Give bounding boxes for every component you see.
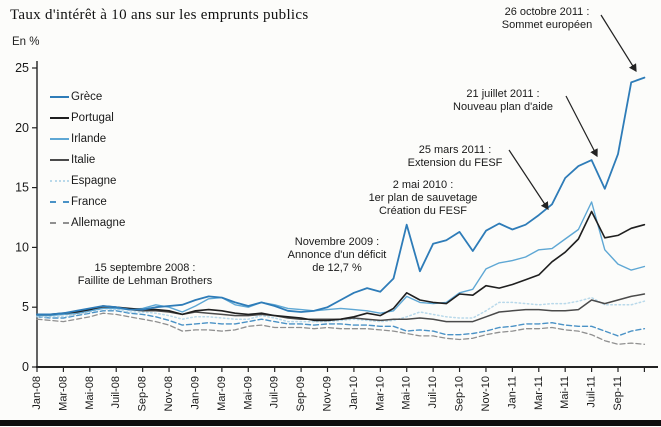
annotation-line: 15 septembre 2008 : — [94, 262, 196, 274]
annotation-line: Sommet européen — [501, 18, 593, 31]
legend-swatch-portugal — [50, 116, 69, 119]
arrow-extension-fesf — [508, 149, 549, 211]
series-line-grèce — [36, 76, 646, 316]
y-tick-label: 25 — [15, 61, 29, 75]
x-tick-label: Nov-10 — [480, 376, 492, 411]
series-line-allemagne — [36, 312, 646, 345]
x-tick-label: Juil-08 — [110, 376, 122, 408]
y-tick-label: 15 — [15, 181, 29, 195]
annotation-line: 1er plan de sauvetage — [368, 191, 478, 204]
series-line-espagne — [36, 296, 646, 323]
legend-label: Irlande — [71, 132, 107, 145]
annotation-line: Nouveau plan d'aide — [453, 100, 553, 113]
annotation-lehman: 15 septembre 2008 : Faillite de Lehman B… — [78, 262, 213, 288]
annotation-deficit: Novembre 2009 : Annonce d'un déficit de … — [288, 236, 387, 275]
y-axis-unit-label: En % — [12, 36, 40, 48]
x-tick-label: Mar-10 — [374, 376, 386, 411]
annotation-sommet: 26 octobre 2011 : Sommet européen — [502, 6, 593, 32]
x-tick-label: Mar-11 — [533, 376, 545, 410]
y-tick-label: 20 — [15, 121, 29, 135]
x-tick-label: Mai-11 — [559, 376, 571, 409]
arrow-nouveau-plan-aide — [565, 95, 598, 158]
x-tick-label: Juil-11 — [586, 376, 598, 408]
legend-swatch-italie — [50, 158, 69, 161]
x-tick-label: Jan-10 — [348, 376, 360, 410]
legend-swatch-france — [50, 200, 69, 203]
y-tick-label: 10 — [15, 240, 29, 254]
annotation-line: 26 octobre 2011 : — [504, 6, 590, 18]
legend-item-allemagne: Allemagne — [50, 212, 125, 233]
legend-item-grece: Grèce — [50, 86, 125, 107]
annotation-plan-aide: 21 juillet 2011 : Nouveau plan d'aide — [453, 88, 553, 114]
legend-swatch-grece — [50, 95, 69, 98]
legend-swatch-allemagne — [50, 221, 69, 224]
annotation-line: Annonce d'un déficit — [287, 248, 387, 261]
legend-item-espagne: Espagne — [50, 170, 125, 191]
legend-item-irlande: Irlande — [50, 128, 125, 149]
annotation-line: 21 juillet 2011 : — [466, 88, 540, 100]
x-tick-label: Sep-11 — [612, 376, 624, 411]
annotation-sauvetage: 2 mai 2010 : 1er plan de sauvetage Créat… — [369, 179, 478, 218]
legend-item-portugal: Portugal — [50, 107, 125, 128]
arrow-sommet-europeen — [600, 14, 637, 73]
annotation-line: de 12,7 % — [312, 261, 362, 274]
x-tick-label: Mar-08 — [57, 376, 69, 411]
x-tick-label: Jan-09 — [189, 376, 201, 410]
legend-swatch-espagne — [50, 179, 69, 182]
y-tick-label: 5 — [22, 300, 29, 314]
x-tick-label: Sep-08 — [137, 376, 149, 411]
chart-title: Taux d'intérêt à 10 ans sur les emprunts… — [10, 7, 309, 23]
x-tick-label: Juil-09 — [269, 376, 281, 408]
legend-label: Allemagne — [71, 216, 126, 229]
x-tick-label: Jan-11 — [506, 376, 518, 409]
legend-item-france: France — [50, 191, 125, 212]
annotation-line: 2 mai 2010 : — [392, 179, 454, 191]
x-tick-label: Mai-08 — [84, 376, 96, 410]
legend-label: Italie — [71, 153, 96, 166]
y-tick-label: 0 — [22, 360, 29, 374]
annotation-line: Création du FESF — [378, 204, 468, 217]
annotation-line: 25 mars 2011 : — [418, 144, 492, 156]
x-tick-label: Jan-08 — [31, 376, 43, 410]
chart-legend: Grèce Portugal Irlande Italie Espagne Fr… — [50, 86, 125, 233]
x-tick-label: Mai-09 — [242, 376, 254, 410]
series-line-france — [36, 310, 646, 337]
legend-item-italie: Italie — [50, 149, 125, 170]
x-tick-label: Sep-10 — [454, 376, 466, 411]
legend-label: Espagne — [71, 174, 117, 187]
x-tick-label: Sep-09 — [295, 376, 307, 411]
x-tick-label: Juil-10 — [427, 376, 439, 408]
annotation-line: Faillite de Lehman Brothers — [77, 274, 213, 287]
page-edge-bar — [0, 420, 661, 426]
legend-label: France — [71, 195, 107, 208]
x-tick-label: Mai-10 — [401, 376, 413, 410]
legend-swatch-irlande — [50, 137, 69, 140]
x-tick-label: Nov-08 — [163, 376, 175, 411]
annotation-line: Extension du FESF — [407, 156, 503, 169]
x-tick-label: Nov-09 — [322, 376, 334, 411]
x-tick-label: Mar-09 — [216, 376, 228, 411]
legend-label: Portugal — [71, 111, 114, 124]
annotation-extension-fesf: 25 mars 2011 : Extension du FESF — [408, 144, 503, 170]
annotation-line: Novembre 2009 : — [294, 236, 380, 248]
legend-label: Grèce — [71, 90, 103, 103]
